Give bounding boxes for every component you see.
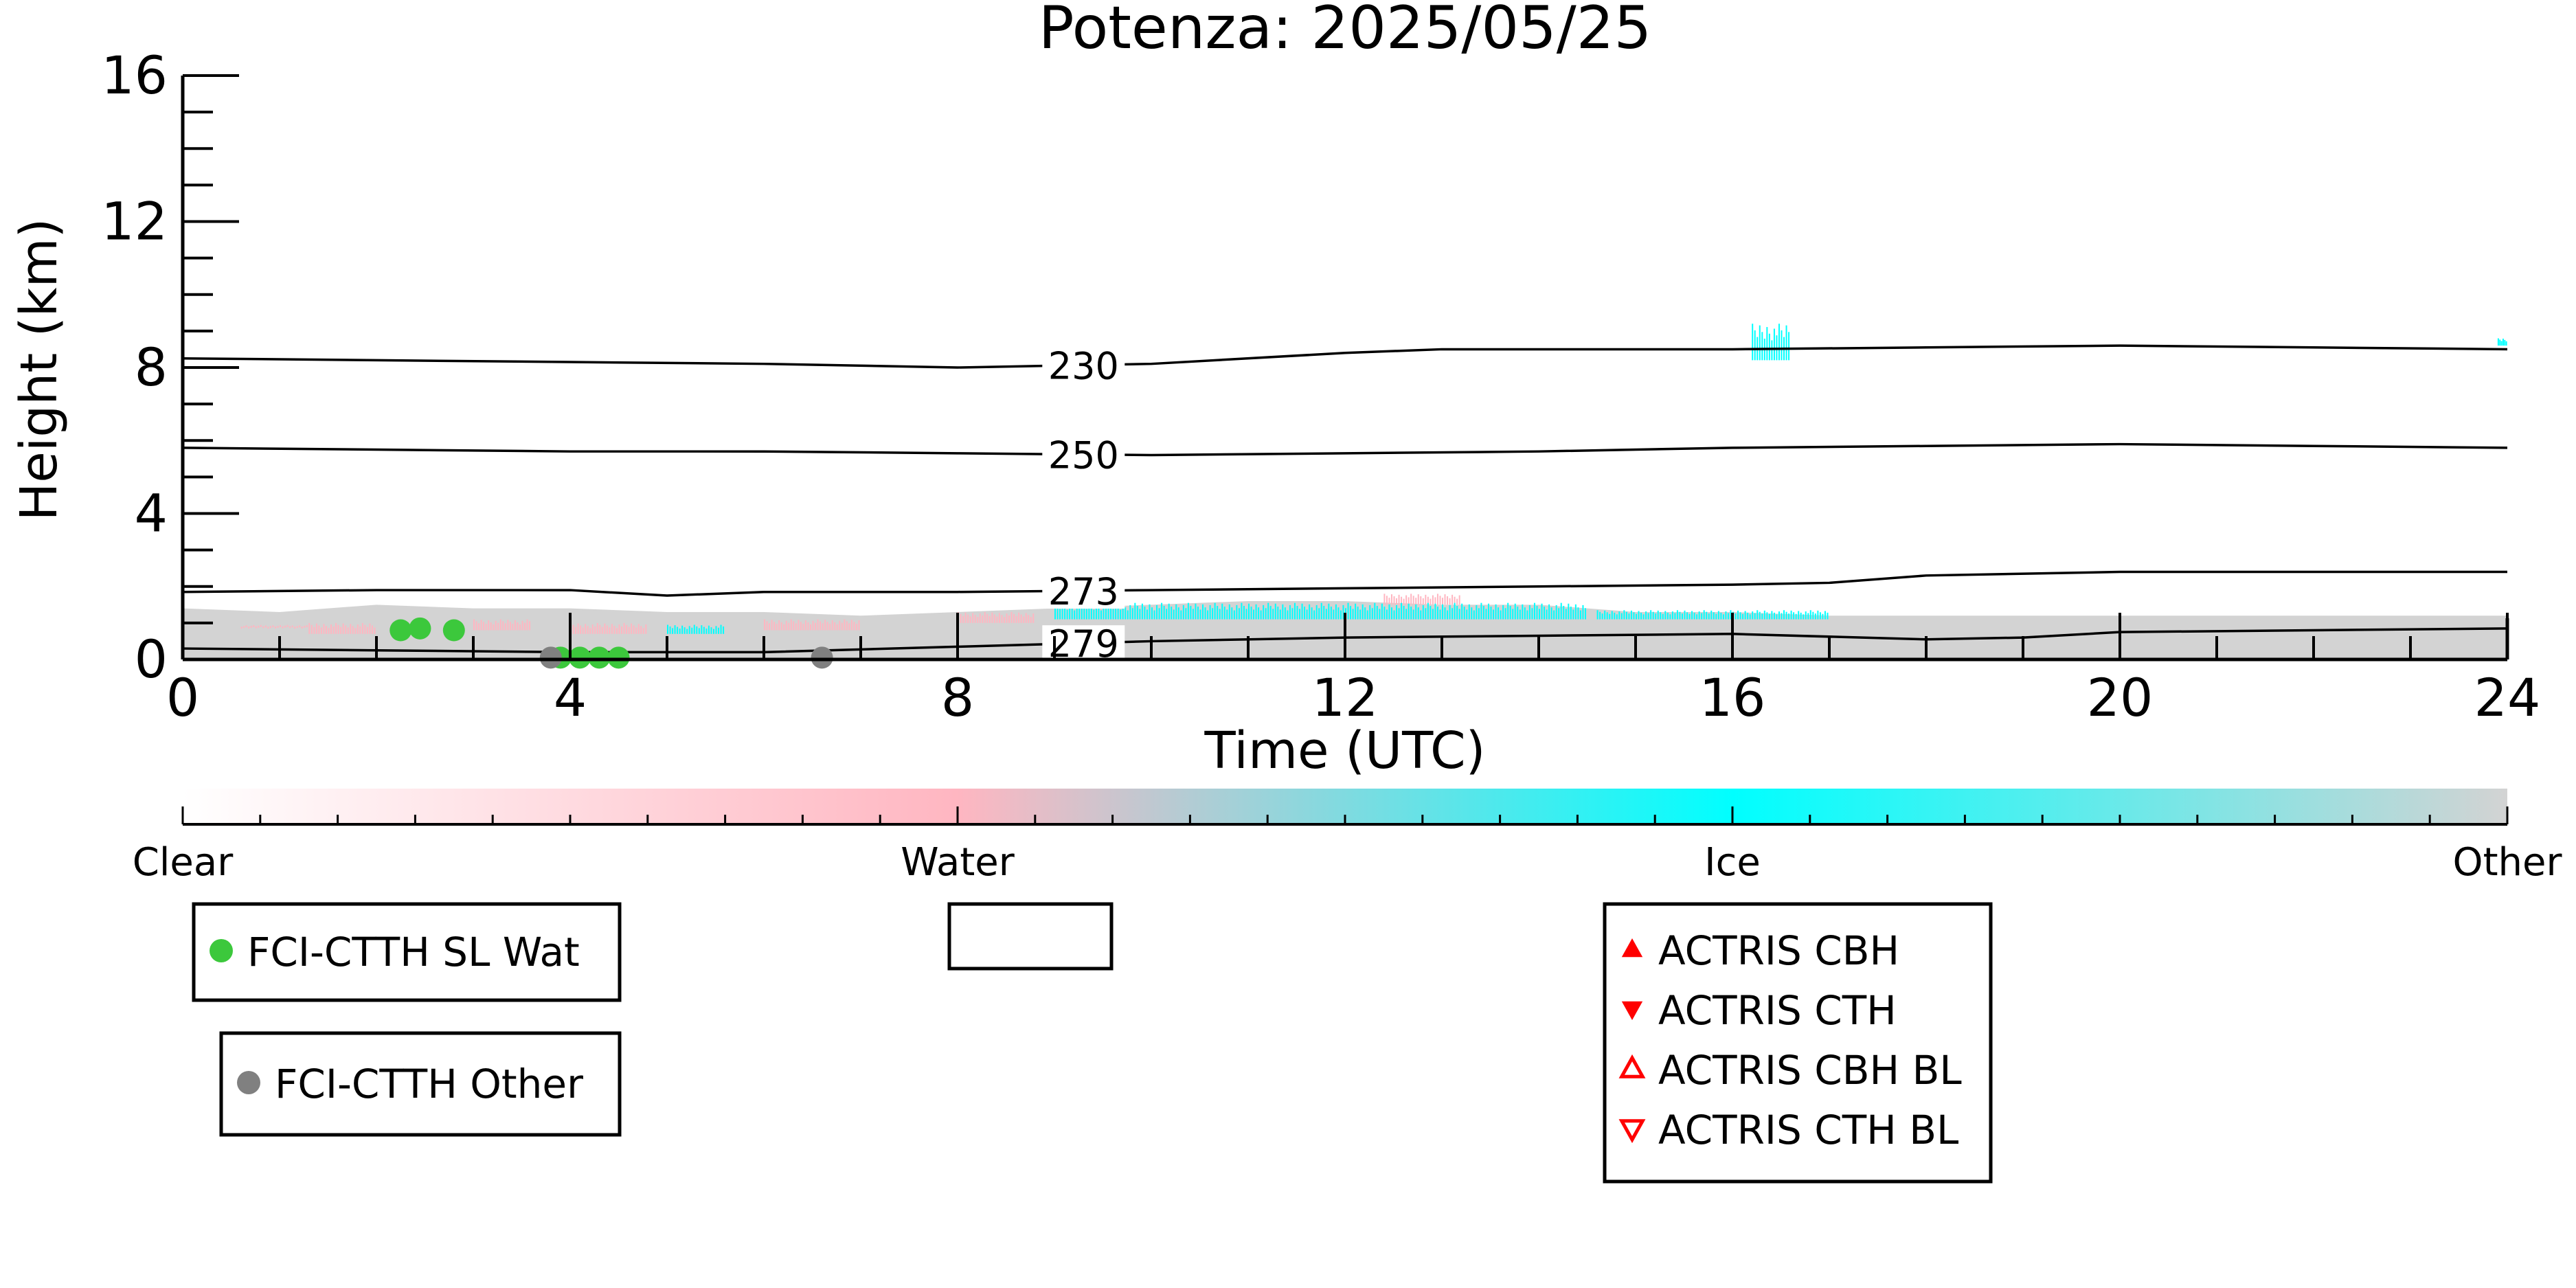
x-tick-label: 4 bbox=[554, 667, 587, 728]
isotherm-273 bbox=[182, 570, 2507, 597]
legend-label-actris-cth-bl: ACTRIS CTH BL bbox=[1658, 1107, 1958, 1153]
colorbar-label-ice: Ice bbox=[1704, 840, 1761, 885]
classification-colorbar: Clear Water Ice Other bbox=[133, 789, 2562, 885]
legend-marker-fci-ctth-sl-wat bbox=[210, 939, 233, 962]
ice-class-patch bbox=[2497, 338, 2507, 346]
chart-title: Potenza: 2025/05/25 bbox=[1039, 0, 1651, 63]
isotherm-label-250: 250 bbox=[1048, 434, 1119, 477]
legend-fci-other-frame bbox=[219, 1031, 622, 1137]
ice-class-patch bbox=[667, 624, 725, 634]
isotherm-230 bbox=[182, 344, 2508, 369]
isotherm-250 bbox=[182, 442, 2508, 457]
point-fci-ctth-sl-wat bbox=[389, 619, 412, 642]
legend-fci-other: FCI-CTTH Other bbox=[219, 1031, 622, 1137]
legend-actris: ACTRIS CBH ACTRIS CTH ACTRIS CBH BL ACTRIS … bbox=[1603, 902, 1993, 1184]
x-tick-label: 16 bbox=[1699, 667, 1766, 728]
point-fci-ctth-sl-wat bbox=[409, 617, 431, 640]
water-class-patch bbox=[1383, 594, 1460, 605]
legend-label-actris-cbh: ACTRIS CBH bbox=[1658, 927, 1899, 974]
colorbar-label-clear: Clear bbox=[133, 840, 234, 885]
colorbar-label-other: Other bbox=[2452, 840, 2562, 885]
legend-actris-frame bbox=[1603, 902, 1993, 1184]
legend-marker-fci-ctth-other bbox=[237, 1071, 260, 1094]
point-fci-ctth-other bbox=[811, 646, 833, 669]
point-fci-ctth-sl-wat bbox=[442, 619, 465, 642]
isotherm-label-273: 273 bbox=[1048, 570, 1119, 613]
legend-label-actris-cbh-bl: ACTRIS CBH BL bbox=[1658, 1047, 1962, 1094]
legend-fci-sl-wat-frame bbox=[192, 902, 622, 1002]
point-fci-ctth-sl-wat bbox=[607, 646, 630, 669]
water-class-patch bbox=[764, 619, 860, 631]
point-fci-ctth-sl-wat bbox=[588, 646, 611, 669]
legend-marker-actris-cth bbox=[1621, 1001, 1643, 1020]
y-tick-label: 16 bbox=[101, 45, 168, 106]
ice-class-patch bbox=[1752, 324, 1790, 361]
legend-marker-actris-cbh-bl bbox=[1618, 1054, 1646, 1078]
x-tick-label: 8 bbox=[941, 667, 974, 728]
water-class-patch bbox=[570, 622, 647, 634]
legend-label-actris-cth: ACTRIS CTH bbox=[1658, 987, 1897, 1034]
legend-marker-actris-cth-bl bbox=[1618, 1119, 1646, 1144]
x-tick-label: 0 bbox=[166, 667, 199, 728]
legend-empty-frame bbox=[947, 902, 1114, 971]
x-axis-label: Time (UTC) bbox=[1204, 721, 1485, 780]
legend-empty bbox=[947, 902, 1114, 971]
legend-marker-actris-cbh bbox=[1621, 938, 1643, 958]
legend-label-fci-ctth-other: FCI-CTTH Other bbox=[275, 1061, 583, 1107]
point-fci-ctth-sl-wat bbox=[569, 646, 591, 669]
y-axis-label: Height (km) bbox=[10, 218, 69, 521]
x-tick-label: 24 bbox=[2474, 667, 2541, 728]
x-tick-label: 20 bbox=[2087, 667, 2154, 728]
ice-class-patch bbox=[1596, 610, 1829, 620]
water-class-patch bbox=[240, 624, 308, 629]
classification-field bbox=[183, 324, 2507, 659]
isotherm-label-230: 230 bbox=[1048, 345, 1119, 388]
colorbar-label-water: Water bbox=[901, 840, 1015, 885]
x-tick-label: 12 bbox=[1312, 667, 1379, 728]
ice-class-patch bbox=[1054, 602, 1586, 620]
water-class-patch bbox=[308, 622, 376, 634]
y-tick-label: 8 bbox=[135, 337, 168, 398]
water-class-patch bbox=[958, 611, 1035, 623]
legend-fci-sl-wat: FCI-CTTH SL Wat bbox=[192, 902, 622, 1002]
legend-label-fci-ctth-sl-wat: FCI-CTTH SL Wat bbox=[247, 929, 580, 975]
y-tick-label: 12 bbox=[101, 191, 168, 252]
water-class-patch bbox=[473, 619, 531, 631]
y-tick-label: 0 bbox=[135, 629, 168, 690]
point-fci-ctth-other bbox=[539, 646, 562, 669]
y-tick-label: 4 bbox=[135, 483, 168, 544]
